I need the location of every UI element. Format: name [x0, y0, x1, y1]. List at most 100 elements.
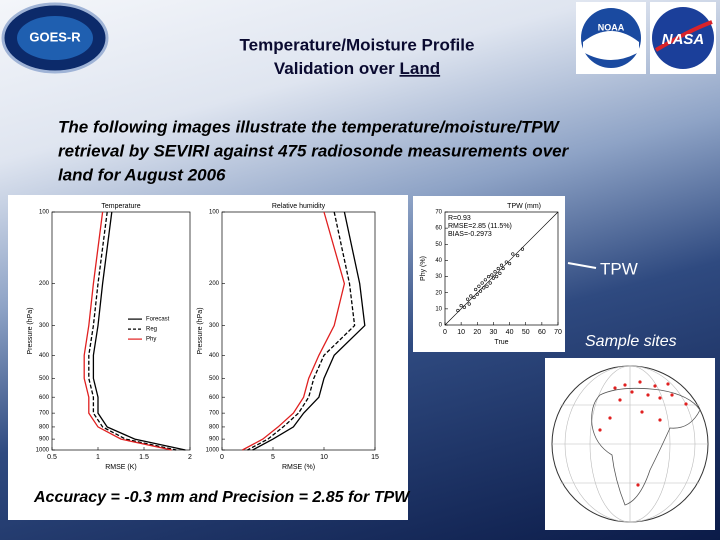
scatter-point	[507, 262, 512, 266]
scatter-point	[472, 295, 476, 300]
legend-label: Phy	[146, 337, 156, 343]
scatter-point	[466, 297, 470, 301]
intro-line: land for August 2006	[58, 165, 226, 184]
x-axis-label: RMSE (%)	[282, 464, 315, 471]
intro-line: The following images illustrate the temp…	[58, 117, 561, 136]
x-tick-label: 15	[371, 454, 379, 461]
scatter-point	[488, 281, 492, 285]
y-tick-label: 700	[39, 411, 50, 417]
graticule	[552, 365, 708, 523]
x-tick-label: 10	[320, 454, 328, 461]
scatter-point	[462, 305, 466, 309]
x-tick-label: 0.5	[47, 454, 57, 461]
scatter-point	[504, 260, 508, 264]
x-tick-label: 50	[522, 329, 530, 336]
tpw-arrow	[567, 262, 597, 269]
x-tick-label: 10	[457, 329, 465, 336]
scatter-point	[459, 304, 463, 308]
profile-line	[252, 211, 366, 451]
scatter-point	[478, 289, 483, 293]
title-line-1: Temperature/Moisture Profile	[240, 35, 475, 54]
x-axis-label: RMSE (K)	[105, 464, 137, 471]
scatter-point	[477, 284, 481, 288]
annotation: R=0.93	[448, 215, 471, 222]
scatter-point	[511, 252, 515, 256]
scatter-point	[493, 270, 497, 274]
y-tick-label: 100	[209, 210, 220, 216]
annotation: BIAS=-0.2973	[448, 231, 492, 238]
sites-label: Sample sites	[585, 333, 677, 350]
profile-line	[247, 211, 356, 451]
x-tick-label: 2	[188, 454, 192, 461]
scatter-point	[491, 276, 496, 280]
chart-title: Relative humidity	[272, 203, 326, 210]
y-tick-label: 500	[209, 376, 220, 382]
y-tick-label: 500	[39, 376, 50, 382]
scatter-figure	[413, 196, 565, 352]
nasa-logo-text: NASA	[662, 31, 705, 48]
scatter-point	[480, 281, 484, 285]
y-tick-label: 70	[435, 210, 442, 216]
y-tick-label: 200	[209, 281, 220, 287]
y-tick-label: 900	[209, 437, 220, 443]
x-tick-label: 30	[490, 329, 498, 336]
y-axis-label: Phy (%)	[420, 256, 427, 281]
goes-logo-inner	[17, 16, 93, 60]
scatter-point	[496, 266, 500, 271]
title-underlined: Land	[400, 59, 441, 78]
x-tick-label: 0	[443, 329, 447, 336]
y-tick-label: 600	[209, 395, 220, 401]
scatter-point	[498, 271, 502, 275]
goes-logo-text: GOES-R	[29, 29, 81, 44]
x-tick-label: 70	[554, 329, 562, 336]
scatter-point	[475, 292, 479, 296]
y-tick-label: 50	[435, 242, 442, 248]
plot-frame	[221, 211, 376, 451]
nasa-logo-swoosh	[654, 20, 713, 52]
scatter-point	[474, 287, 478, 292]
plot-frame	[51, 211, 191, 451]
title-prefix: Validation over	[274, 59, 400, 78]
scatter-point	[467, 302, 471, 306]
scatter-point	[483, 278, 487, 282]
legend-label: Forecast	[146, 317, 170, 323]
y-tick-label: 900	[39, 437, 50, 443]
y-tick-label: 0	[439, 323, 443, 329]
scatter-point	[485, 284, 489, 288]
legend-label: Reg	[146, 327, 157, 333]
scatter-point	[516, 253, 520, 258]
profile-line	[242, 211, 346, 451]
y-tick-label: 600	[39, 395, 50, 401]
x-tick-label: 0	[220, 454, 224, 461]
y-tick-label: 700	[209, 411, 220, 417]
title-line-2: Validation over Land	[274, 59, 440, 78]
x-axis-label: True	[494, 339, 508, 346]
intro: The following images illustrate the temp…	[58, 117, 570, 184]
y-tick-label: 20	[435, 290, 442, 296]
scatter-point	[501, 266, 505, 271]
plot-frame	[444, 211, 559, 326]
intro-line: retrieval by SEVIRI against 475 radioson…	[58, 141, 570, 160]
sample-sites	[598, 380, 688, 487]
noaa-logo-bird	[583, 31, 639, 60]
x-tick-label: 60	[538, 329, 546, 336]
profile-line	[83, 211, 172, 451]
x-tick-label: 5	[271, 454, 275, 461]
scatter-point	[495, 274, 499, 279]
nasa-logo	[652, 7, 714, 69]
scatter-point	[520, 247, 525, 251]
scatter-point	[456, 308, 460, 313]
y-tick-label: 10	[435, 306, 442, 312]
y-tick-label: 300	[209, 323, 220, 329]
scatter-point	[482, 286, 486, 290]
y-tick-label: 30	[435, 274, 442, 280]
x-tick-label: 1	[96, 454, 100, 461]
profile-figure	[8, 195, 408, 520]
profile-line	[92, 211, 186, 451]
y-tick-label: 400	[209, 353, 220, 359]
scatter-point	[486, 274, 491, 279]
y-tick-label: 1000	[36, 448, 50, 454]
y-tick-label: 300	[39, 323, 50, 329]
